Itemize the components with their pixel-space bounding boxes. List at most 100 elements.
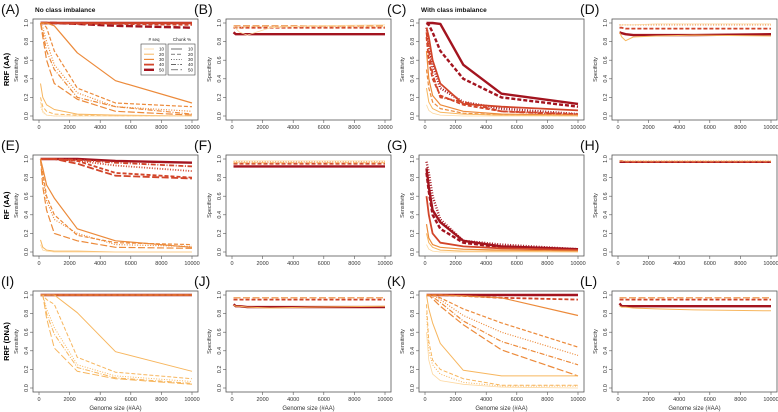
plot-frame bbox=[32, 154, 199, 257]
x-tick-label: 10000 bbox=[763, 397, 778, 403]
y-tick-label: 0.4 bbox=[410, 75, 416, 83]
legend-seq-label: 10 bbox=[159, 47, 165, 52]
panel-J: 0 2000 4000 6000 8000 10000 0.0 0.2 0.4 0.6 0.8 1.0… bbox=[194, 273, 393, 412]
y-tick-label: 0.0 bbox=[410, 112, 416, 120]
x-tick-label: 2000 bbox=[256, 261, 268, 267]
plot-frame bbox=[418, 154, 585, 257]
legend-chunk-title: Chunk % bbox=[173, 37, 191, 42]
x-tick-label: 0 bbox=[230, 397, 233, 403]
x-tick-label: 0 bbox=[37, 397, 40, 403]
x-tick-label: 6000 bbox=[704, 397, 716, 403]
x-tick-label: 4000 bbox=[287, 261, 299, 267]
y-tick-label: 0.8 bbox=[603, 310, 609, 318]
y-tick-label: 0.2 bbox=[24, 94, 30, 102]
panel-G: 0 2000 4000 6000 8000 10000 0.0 0.2 0.4 0.6 0.8 1.0… bbox=[387, 137, 586, 267]
series-line-seq30-chunk20 bbox=[426, 294, 579, 348]
row-label: RRF (AA) bbox=[2, 52, 11, 86]
y-axis-label: Sensitivity bbox=[14, 329, 20, 354]
y-axis-label: Specificity bbox=[593, 57, 599, 82]
plot-frame bbox=[418, 290, 585, 393]
y-tick-label: 0.8 bbox=[217, 38, 223, 46]
panel-H: 0 2000 4000 6000 8000 10000 0.0 0.2 0.4 0.6 0.8 1.0… bbox=[580, 137, 778, 267]
y-tick-label: 0.0 bbox=[410, 384, 416, 392]
series-line-seq50-chunk30 bbox=[425, 27, 579, 116]
x-tick-label: 8000 bbox=[541, 125, 553, 131]
y-tick-label: 0.4 bbox=[410, 211, 416, 219]
y-tick-label: 0.6 bbox=[410, 328, 416, 336]
series-line-seq10-chunk30 bbox=[40, 106, 192, 117]
series-line-seq20-chunk10 bbox=[40, 83, 193, 117]
panel-letter: (E) bbox=[1, 137, 20, 153]
x-tick-label: 4000 bbox=[287, 397, 299, 403]
y-tick-label: 0.4 bbox=[217, 211, 223, 219]
x-tick-label: 6000 bbox=[125, 261, 137, 267]
series-line-seq40-chunk20 bbox=[425, 36, 579, 115]
series-line-seq50-chunk30 bbox=[425, 161, 579, 251]
series-line-seq10-chunk10 bbox=[40, 244, 192, 253]
y-axis-label: Sensitivity bbox=[400, 329, 406, 354]
y-tick-label: 0.6 bbox=[24, 328, 30, 336]
series-line-seq30-chunk10 bbox=[39, 158, 193, 248]
x-tick-label: 4000 bbox=[94, 261, 106, 267]
x-tick-label: 2000 bbox=[449, 261, 461, 267]
x-tick-label: 2000 bbox=[63, 261, 75, 267]
x-tick-label: 4000 bbox=[94, 125, 106, 131]
plot-frame bbox=[225, 154, 392, 257]
y-tick-label: 0.0 bbox=[217, 248, 223, 256]
y-tick-label: 1.0 bbox=[410, 19, 416, 27]
y-tick-label: 0.6 bbox=[24, 56, 30, 64]
y-tick-label: 0.8 bbox=[603, 174, 609, 182]
series-line-seq40-chunk10 bbox=[425, 27, 579, 112]
x-tick-label: 6000 bbox=[511, 397, 523, 403]
series-line-seq30-chunk30 bbox=[39, 158, 193, 247]
panel-F: 0 2000 4000 6000 8000 10000 0.0 0.2 0.4 0.6 0.8 1.0… bbox=[194, 137, 393, 267]
panel-L: 0 2000 4000 6000 8000 10000 0.0 0.2 0.4 0.6 0.8 1.0… bbox=[580, 273, 778, 412]
y-tick-label: 0.2 bbox=[410, 366, 416, 374]
x-tick-label: 8000 bbox=[155, 125, 167, 131]
x-tick-label: 0 bbox=[616, 397, 619, 403]
series-line-seq40-chunk20 bbox=[619, 26, 771, 30]
y-tick-label: 0.6 bbox=[603, 56, 609, 64]
panel-D: 0 2000 4000 6000 8000 10000 0.0 0.2 0.4 0.6 0.8 1.0… bbox=[580, 1, 778, 131]
y-tick-label: 0.4 bbox=[217, 347, 223, 355]
legend-chunk-label: 20 bbox=[188, 52, 194, 57]
x-tick-label: 0 bbox=[230, 125, 233, 131]
x-axis-label: Genome size (#AA) bbox=[282, 406, 334, 412]
x-axis-label: Genome size (#AA) bbox=[668, 406, 720, 412]
series-line-seq20-chunk20 bbox=[40, 294, 193, 380]
series-line-seq30-chunk20 bbox=[40, 22, 193, 108]
y-tick-label: 0.8 bbox=[410, 174, 416, 182]
plot-frame bbox=[32, 290, 199, 393]
x-tick-label: 0 bbox=[37, 125, 40, 131]
y-tick-label: 0.4 bbox=[410, 347, 416, 355]
panel-E: 0 2000 4000 6000 8000 10000 0.0 0.2 0.4 0.6 0.8 1.0… bbox=[1, 137, 200, 267]
plot-frame bbox=[418, 18, 585, 121]
panel-letter: (A) bbox=[1, 1, 20, 17]
legend-chunk-label: 50 bbox=[188, 67, 194, 72]
x-tick-label: 0 bbox=[423, 125, 426, 131]
y-tick-label: 0.2 bbox=[603, 230, 609, 238]
x-tick-label: 2000 bbox=[63, 125, 75, 131]
x-tick-label: 2000 bbox=[642, 397, 654, 403]
series-line-seq10-chunk10 bbox=[426, 104, 578, 117]
x-tick-label: 10000 bbox=[763, 261, 778, 267]
x-tick-label: 6000 bbox=[318, 125, 330, 131]
series-line-seq30-chunk30 bbox=[426, 294, 579, 356]
y-tick-label: 1.0 bbox=[217, 291, 223, 299]
series-line-seq30-chunk50 bbox=[39, 22, 193, 116]
y-tick-label: 0.6 bbox=[217, 328, 223, 336]
series-line-seq20-chunk30 bbox=[426, 313, 578, 387]
x-tick-label: 4000 bbox=[94, 397, 106, 403]
y-axis-label: Sensitivity bbox=[400, 57, 406, 82]
legend-seq-label: 50 bbox=[159, 67, 165, 72]
panel-letter: (K) bbox=[387, 273, 406, 289]
x-tick-label: 6000 bbox=[704, 125, 716, 131]
legend-seq-title: # seq bbox=[148, 37, 160, 42]
x-tick-label: 6000 bbox=[125, 397, 137, 403]
x-tick-label: 8000 bbox=[541, 397, 553, 403]
row-label: RRF (DNA) bbox=[2, 322, 11, 361]
row-label: RF (AA) bbox=[2, 191, 11, 219]
panel-A: 0 2000 4000 6000 8000 10000 0.0 0.2 0.4 0.6 0.8 1.0… bbox=[1, 1, 200, 131]
y-tick-label: 0.2 bbox=[217, 94, 223, 102]
